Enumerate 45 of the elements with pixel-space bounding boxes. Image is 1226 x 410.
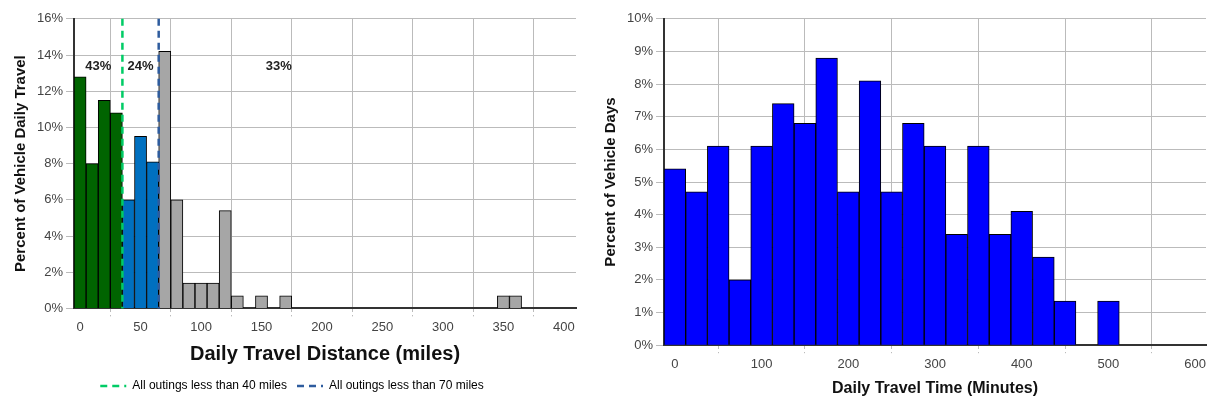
x-tick-label: 100: [190, 318, 212, 334]
y-tick-label: 0%: [44, 299, 64, 315]
annotation: 43%: [85, 58, 112, 74]
y-tick-label: 2%: [44, 263, 64, 279]
x-tick-label: 250: [371, 318, 394, 334]
x-tick-label: 0: [671, 355, 679, 371]
y-tick-label: 14%: [36, 46, 64, 62]
x-tick-label: 600: [1184, 355, 1207, 371]
x-axis-title: Daily Travel Distance (miles): [189, 341, 461, 364]
y-tick-label: 3%: [634, 238, 654, 254]
legend-label: All outings less than 40 miles: [132, 378, 287, 393]
x-tick-label: 100: [750, 355, 773, 371]
y-tick-label: 10%: [36, 118, 64, 134]
x-tick-label: 500: [1097, 355, 1120, 371]
y-axis-title: Percent of Vehicle Days: [601, 97, 619, 267]
y-tick-label: 1%: [634, 304, 654, 320]
x-axis-title: Daily Travel Time (Minutes): [832, 378, 1039, 396]
y-axis-title: Percent of Vehicle Daily Travel: [11, 55, 29, 272]
y-tick-label: 12%: [36, 82, 64, 98]
x-tick-label: 200: [311, 318, 333, 334]
y-tick-label: 2%: [634, 271, 654, 287]
y-tick-label: 0%: [634, 336, 654, 352]
y-tick-label: 7%: [634, 108, 654, 124]
x-tick-label: 400: [1010, 355, 1033, 371]
y-tick-label: 9%: [634, 43, 654, 59]
legend-label: All outings less than 70 miles: [329, 378, 484, 393]
x-tick-label: 200: [837, 355, 860, 371]
x-tick-label: 150: [250, 318, 273, 334]
y-tick-label: 5%: [634, 173, 654, 189]
y-tick-label: 8%: [634, 75, 654, 91]
y-tick-label: 8%: [44, 155, 64, 171]
y-tick-label: 10%: [626, 10, 654, 26]
annotation: 33%: [265, 58, 293, 74]
x-tick-label: 0: [76, 318, 84, 334]
x-tick-label: 50: [133, 318, 148, 334]
x-tick-label: 350: [492, 318, 515, 334]
y-tick-label: 6%: [44, 191, 64, 207]
x-tick-label: 400: [553, 318, 575, 334]
x-tick-label: 300: [924, 355, 946, 371]
x-tick-label: 300: [432, 318, 454, 334]
y-tick-label: 16%: [36, 10, 64, 26]
y-tick-label: 4%: [634, 206, 654, 222]
y-tick-label: 6%: [634, 140, 654, 156]
y-tick-label: 4%: [44, 227, 64, 243]
annotation: 24%: [127, 58, 154, 74]
